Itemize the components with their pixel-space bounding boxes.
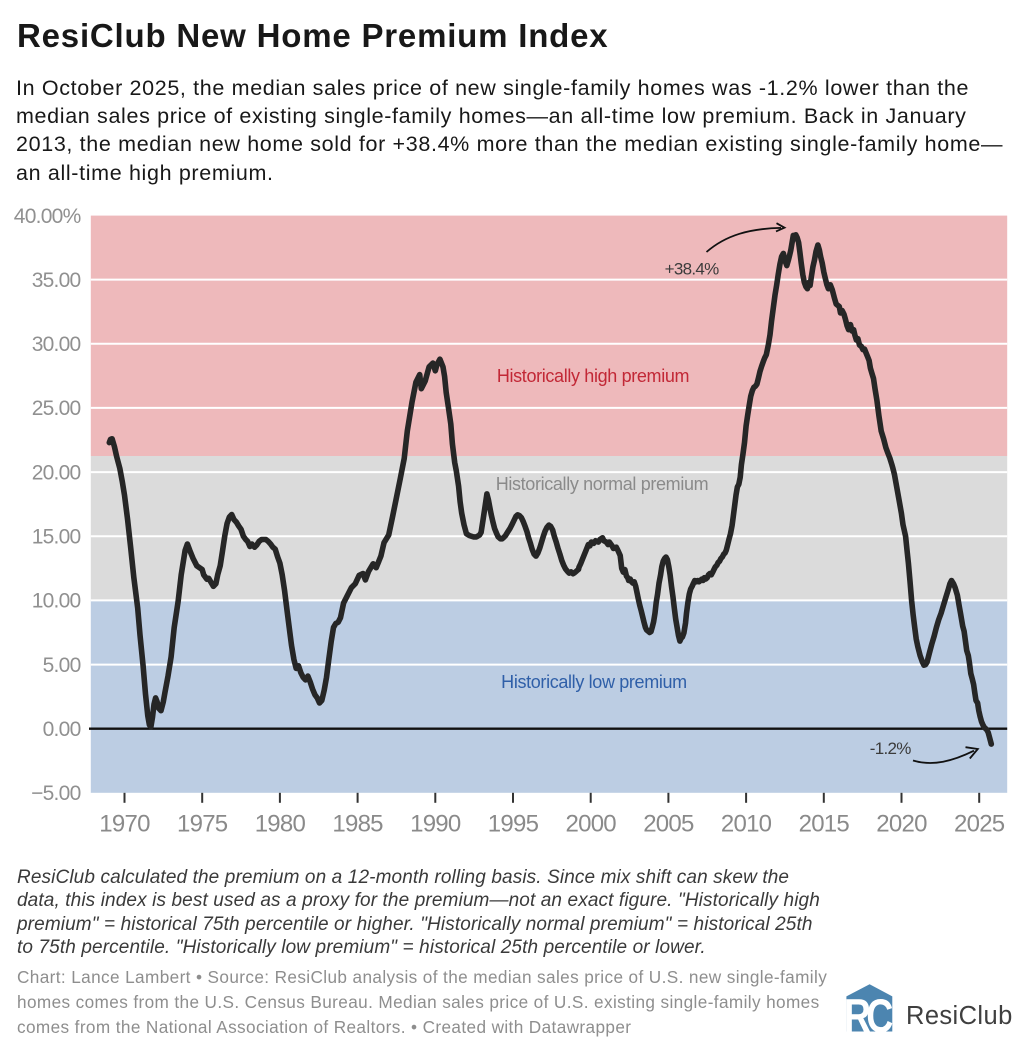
svg-text:30.00: 30.00 [32, 333, 81, 356]
svg-text:10.00: 10.00 [32, 590, 81, 613]
svg-text:2000: 2000 [566, 811, 617, 838]
svg-text:2005: 2005 [643, 811, 694, 838]
svg-text:1980: 1980 [255, 811, 306, 838]
svg-text:Historically high premium: Historically high premium [497, 366, 689, 386]
svg-text:1975: 1975 [177, 811, 228, 838]
svg-text:2015: 2015 [799, 811, 850, 838]
svg-text:R: R [844, 990, 871, 1043]
svg-text:Historically normal premium: Historically normal premium [496, 474, 709, 494]
svg-text:1990: 1990 [410, 811, 461, 838]
svg-text:ResiClub: ResiClub [906, 1002, 1013, 1030]
svg-text:2020: 2020 [876, 811, 927, 838]
svg-text:0.00: 0.00 [43, 718, 81, 741]
svg-text:1970: 1970 [99, 811, 150, 838]
svg-text:25.00: 25.00 [32, 397, 81, 420]
svg-text:2025: 2025 [954, 811, 1005, 838]
svg-text:1995: 1995 [488, 811, 539, 838]
svg-text:15.00: 15.00 [32, 526, 81, 549]
svg-text:40.00%: 40.00% [14, 205, 81, 228]
svg-text:C: C [866, 990, 893, 1043]
svg-text:20.00: 20.00 [32, 461, 81, 484]
svg-text:-1.2%: -1.2% [870, 739, 911, 758]
svg-text:−5.00: −5.00 [31, 782, 80, 805]
svg-text:Historically low premium: Historically low premium [501, 672, 687, 692]
svg-text:35.00: 35.00 [32, 269, 81, 292]
svg-text:+38.4%: +38.4% [665, 259, 720, 278]
svg-text:1985: 1985 [332, 811, 383, 838]
svg-text:2010: 2010 [721, 811, 772, 838]
svg-text:5.00: 5.00 [43, 654, 81, 677]
